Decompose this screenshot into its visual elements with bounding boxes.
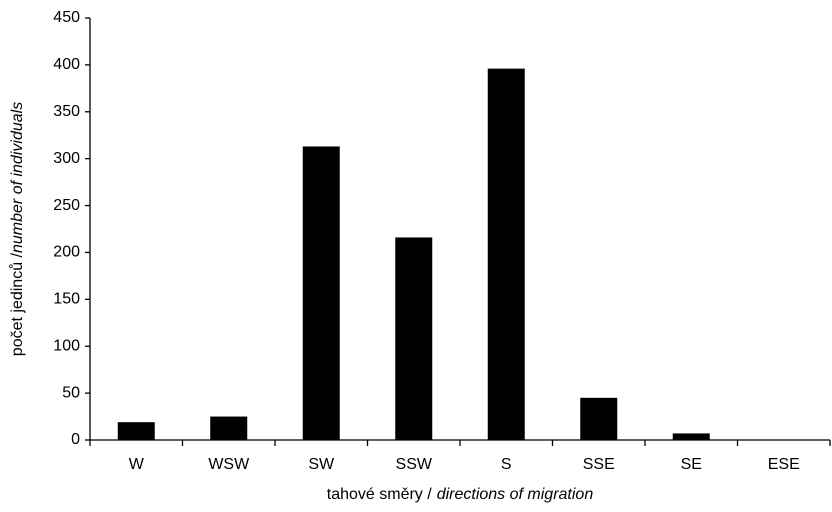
y-axis-label: počet jedinců /number of individuals <box>8 102 26 356</box>
y-tick-label: 300 <box>53 150 80 167</box>
x-tick-label: W <box>129 456 145 473</box>
bar <box>210 416 248 440</box>
x-tick-label: ESE <box>768 456 800 473</box>
x-tick-label: SSE <box>583 456 615 473</box>
y-tick-label: 150 <box>53 291 80 308</box>
x-tick-label: SE <box>681 456 702 473</box>
x-tick-label: SW <box>308 456 335 473</box>
bar <box>395 237 433 440</box>
x-tick-label: WSW <box>208 456 250 473</box>
y-tick-label: 250 <box>53 197 80 214</box>
bar <box>487 68 525 440</box>
y-tick-label: 50 <box>62 384 80 401</box>
x-tick-label: SSW <box>396 456 433 473</box>
y-tick-label: 350 <box>53 103 80 120</box>
x-axis-label-italic: directions of migration <box>437 486 594 503</box>
y-axis-label-italic: number of individuals <box>9 102 26 253</box>
bar <box>672 433 710 440</box>
x-axis-label-plain: tahové směry / <box>327 486 432 503</box>
y-tick-label: 450 <box>53 9 80 26</box>
x-tick-label: S <box>501 456 512 473</box>
x-axis-label: tahové směry / directions of migration <box>327 486 594 503</box>
bar <box>117 422 155 440</box>
bar <box>302 146 340 440</box>
y-tick-label: 400 <box>53 56 80 73</box>
y-tick-label: 0 <box>71 431 80 448</box>
y-tick-label: 100 <box>53 337 80 354</box>
y-axis-label-plain: počet jedinců / <box>8 252 26 356</box>
bar <box>580 397 618 440</box>
y-tick-label: 200 <box>53 244 80 261</box>
